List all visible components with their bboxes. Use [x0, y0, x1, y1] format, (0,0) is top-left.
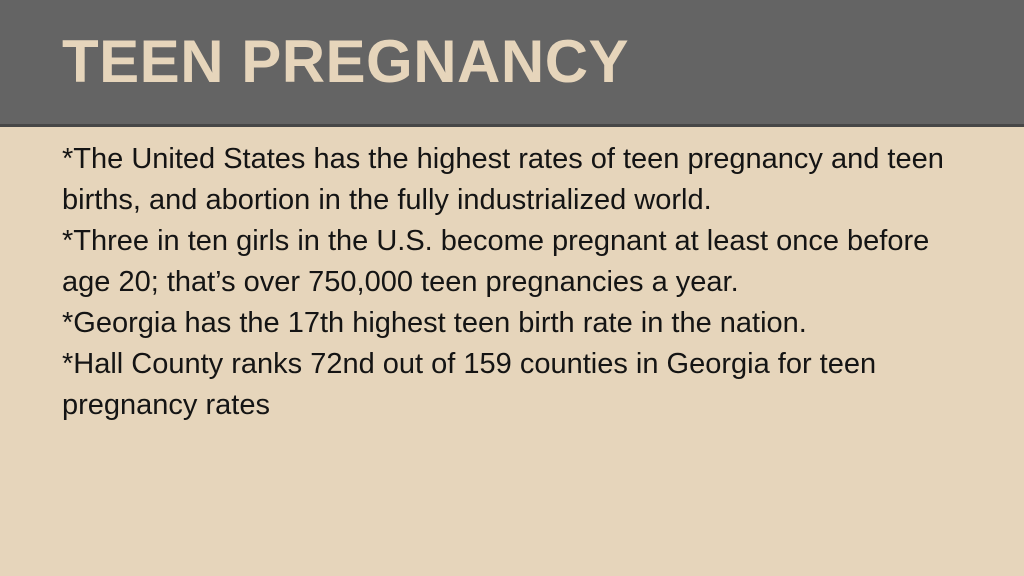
slide-title: TEEN PREGNANCY [62, 28, 630, 95]
bullet: *Hall County ranks 72nd out of 159 count… [62, 348, 877, 421]
bullet: *Three in ten girls in the U.S. become p… [62, 225, 930, 298]
bullet: *The United States has the highest rates… [62, 143, 944, 216]
bullet: *Georgia has the 17th highest teen birth… [62, 307, 807, 339]
header-bar: TEEN PREGNANCY [0, 0, 1024, 127]
bullet-list: *The United States has the highest rates… [62, 139, 972, 426]
